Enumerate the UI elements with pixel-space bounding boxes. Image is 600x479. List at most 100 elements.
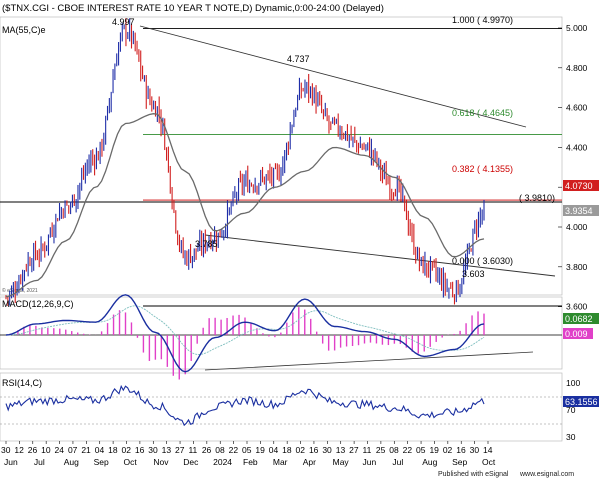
x-tick-label: 26 [202,445,212,455]
x-tick-label: 13 [162,445,172,455]
macd-trendline [204,351,534,371]
price-tick-label: 4.000 [566,222,588,232]
x-tick-label: 02 [296,445,306,455]
x-tick-label: 07 [68,445,78,455]
price-tick-label: 4.600 [566,103,588,113]
footer-published: Published with eSignal [438,471,509,478]
price-bars [5,18,485,307]
x-tick-label: 02 [443,445,453,455]
x-tick-label: 10 [41,445,51,455]
ma-price-tag [563,205,599,216]
x-tick-label: 30 [322,445,332,455]
macd-tag-1 [563,313,599,324]
x-tick-label: 11 [363,445,372,455]
price-panel-frame [0,16,563,296]
x-month-label: Aug [422,457,437,467]
support-annotation: ( 3.9810) [519,193,555,203]
x-axis: 30 12 26 10 24 07 21 04 18 02 16 30 13 27 11 26 08 22 05 19… [1,441,496,467]
x-month-label: Sep [452,457,467,467]
x-tick-label: 12 [14,445,24,455]
fib-label-0000: 0.000 ( 3.6030) [452,256,513,266]
x-month-label: Jun [363,457,377,467]
x-tick-label: 30 [470,445,480,455]
x-month-label: Feb [243,457,258,467]
x-month-label: Jul [392,457,403,467]
fibonacci-levels [143,28,562,307]
rsi-tag [563,396,599,407]
x-month-label: Mar [273,457,288,467]
x-tick-label: 19 [429,445,439,455]
last-price-value: 4.0730 [565,181,593,191]
x-tick-label: 16 [456,445,466,455]
x-tick-label: 11 [188,445,197,455]
x-tick-label: 05 [416,445,426,455]
macd-tag-2 [563,328,593,339]
x-tick-label: 19 [255,445,265,455]
x-month-label: Jul [34,457,45,467]
x-tick-label: 27 [349,445,359,455]
x-month-label: Apr [303,457,316,467]
macd-label: MACD(12,26,9,C) [2,299,74,309]
price-tick-label: 5.000 [566,23,588,33]
fib-label-1000: 1.000 ( 4.9970) [452,15,513,25]
macd-signal-line [6,305,485,355]
macd-line [5,294,485,373]
price-tick-label: 4.400 [566,142,588,152]
x-tick-label: 26 [28,445,38,455]
x-tick-label: 24 [55,445,65,455]
ma-label: MA(55,C)e [2,25,46,35]
x-month-label: Dec [183,457,199,467]
last-price-tag [563,180,599,191]
x-month-label: Oct [124,457,138,467]
x-tick-label: 08 [215,445,225,455]
esignal-mark: © eSignal, 2021 [2,287,38,294]
price-tick-label: 3.800 [566,262,588,272]
x-tick-label: 27 [175,445,185,455]
x-tick-label: 21 [81,445,91,455]
x-month-label: Nov [153,457,169,467]
chart-title: ($TNX.CGI - CBOE INTEREST RATE 10 YEAR T… [2,3,384,14]
low-annotation-2: 3.603 [462,269,485,279]
x-tick-label: 05 [242,445,252,455]
high-annotation: 4.997 [112,17,135,27]
x-tick-label: 30 [148,445,158,455]
upper-trendline [139,25,527,128]
rsi-value: 63.1556 [565,397,598,407]
x-tick-label: 13 [336,445,346,455]
x-tick-label: 22 [229,445,239,455]
price-tick-label: 4.800 [566,63,588,73]
x-tick-label: 04 [95,445,105,455]
peak-annotation: 4.737 [287,54,310,64]
x-tick-label: 08 [389,445,399,455]
x-tick-label: 16 [135,445,145,455]
price-tick-label: 3.600 [566,302,588,312]
macd-histogram [11,307,485,380]
moving-average-line [5,113,485,298]
x-tick-label: 02 [122,445,132,455]
lower-trendline [204,234,556,277]
x-tick-label: 22 [403,445,413,455]
macd-value-2: 0.009 [565,329,588,339]
fib-label-0618: 0.618 ( 4.4645) [452,108,513,118]
x-tick-label: 14 [483,445,493,455]
x-month-label: Oct [482,457,496,467]
x-tick-label: 04 [269,445,279,455]
ma-price-value: 3.9354 [565,206,593,216]
rsi-axis-70: 70 [566,405,576,415]
rsi-axis-100: 100 [566,378,580,388]
x-tick-label: 16 [309,445,319,455]
low-annotation-1: 3.785 [195,239,218,249]
footer-site: www.esignal.com [519,471,574,478]
x-tick-label: 30 [1,445,11,455]
x-tick-label: 18 [108,445,118,455]
fib-label-0382: 0.382 ( 4.1355) [452,164,513,174]
x-tick-label: 25 [376,445,386,455]
x-month-label: Jun [4,457,18,467]
x-month-label: Aug [64,457,79,467]
x-month-label: 2024 [213,457,232,467]
x-month-label: May [333,457,350,467]
rsi-line [5,384,485,427]
x-tick-label: 18 [282,445,292,455]
